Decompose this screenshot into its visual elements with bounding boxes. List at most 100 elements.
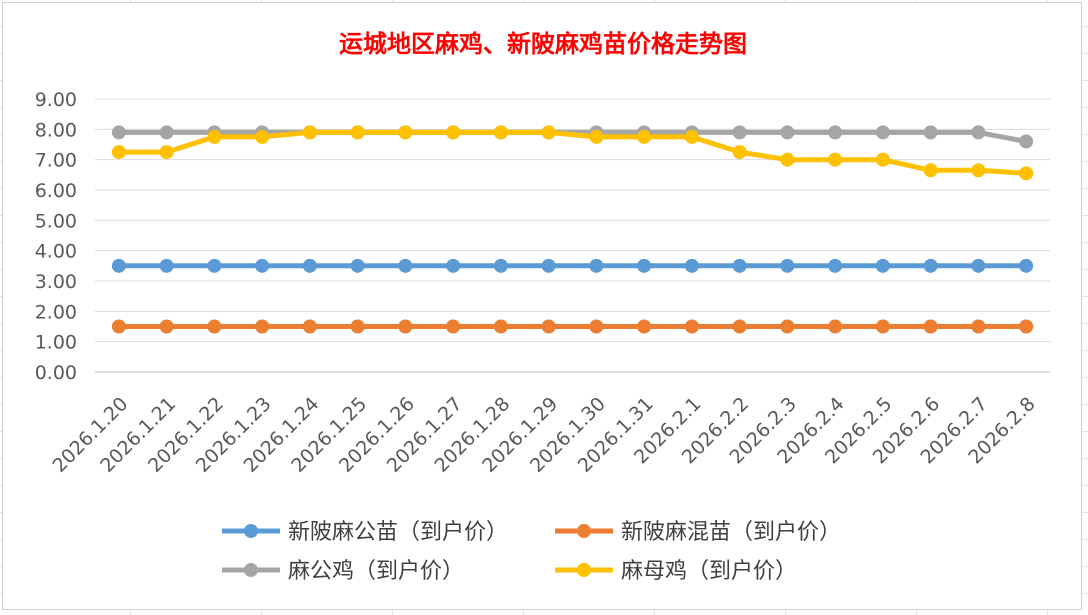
data-point — [302, 125, 317, 140]
data-point — [398, 125, 413, 140]
data-point — [923, 258, 938, 273]
data-point — [541, 125, 556, 140]
y-tick-label: 3.00 — [35, 271, 77, 293]
data-point — [923, 163, 938, 178]
legend-swatch-marker — [577, 524, 591, 538]
data-point — [732, 258, 747, 273]
data-point — [684, 258, 699, 273]
data-point — [541, 319, 556, 334]
data-point — [923, 125, 938, 140]
data-point — [780, 125, 795, 140]
data-point — [302, 258, 317, 273]
legend-swatch-marker — [244, 524, 258, 538]
legend-label: 麻母鸡（到户价） — [621, 559, 797, 584]
data-point — [1019, 166, 1034, 181]
data-point — [875, 319, 890, 334]
data-point — [446, 258, 461, 273]
data-point — [1019, 319, 1034, 334]
legend[interactable]: 新陂麻公苗（到户价） 新陂麻混苗（到户价） 麻公鸡（到户价） 麻母鸡（到户价） — [222, 520, 841, 584]
y-tick-label: 7.00 — [35, 150, 77, 172]
data-point — [589, 129, 604, 144]
y-tick-label: 1.00 — [35, 332, 77, 354]
data-point — [350, 319, 365, 334]
data-point — [589, 258, 604, 273]
data-point — [159, 145, 174, 160]
data-point — [493, 319, 508, 334]
data-point — [398, 319, 413, 334]
y-tick-label: 5.00 — [35, 210, 77, 232]
data-point — [207, 129, 222, 144]
data-point — [828, 258, 843, 273]
data-point — [350, 125, 365, 140]
series-lines — [116, 129, 1029, 329]
data-point — [637, 258, 652, 273]
data-point — [875, 125, 890, 140]
data-point — [493, 258, 508, 273]
y-tick-label: 0.00 — [35, 362, 77, 384]
data-point — [255, 258, 270, 273]
data-point — [111, 258, 126, 273]
series-line — [116, 129, 1029, 176]
data-point — [493, 125, 508, 140]
legend-label: 新陂麻混苗（到户价） — [621, 520, 841, 545]
data-point — [732, 319, 747, 334]
data-point — [732, 145, 747, 160]
series-markers — [111, 125, 1034, 334]
chart-title: 运城地区麻鸡、新陂麻鸡苗价格走势图 — [339, 30, 747, 58]
y-tick-label: 2.00 — [35, 301, 77, 323]
data-point — [828, 319, 843, 334]
data-point — [111, 145, 126, 160]
data-point — [159, 319, 174, 334]
data-point — [1019, 134, 1034, 149]
gridlines — [95, 98, 1050, 373]
data-point — [732, 125, 747, 140]
y-axis-labels: 0.00 1.00 2.00 3.00 4.00 5.00 6.00 7.00 8.00 9.00 — [35, 89, 77, 384]
data-point — [541, 258, 556, 273]
data-point — [828, 152, 843, 167]
legend-swatch-marker — [244, 563, 258, 577]
data-point — [159, 125, 174, 140]
y-tick-label: 8.00 — [35, 119, 77, 141]
legend-entry[interactable]: 麻公鸡（到户价） — [222, 559, 464, 584]
data-point — [971, 319, 986, 334]
data-point — [828, 125, 843, 140]
data-point — [684, 129, 699, 144]
y-tick-label: 6.00 — [35, 180, 77, 202]
data-point — [446, 125, 461, 140]
data-point — [971, 125, 986, 140]
data-point — [637, 319, 652, 334]
data-point — [111, 319, 126, 334]
data-point — [923, 319, 938, 334]
legend-label: 新陂麻公苗（到户价） — [288, 520, 508, 545]
y-tick-label: 4.00 — [35, 241, 77, 263]
data-point — [350, 258, 365, 273]
data-point — [875, 258, 890, 273]
data-point — [255, 129, 270, 144]
data-point — [159, 258, 174, 273]
y-tick-label: 9.00 — [35, 89, 77, 111]
legend-entry[interactable]: 新陂麻公苗（到户价） — [222, 520, 508, 545]
x-axis-labels: 2026.1.202026.1.212026.1.222026.1.232026… — [48, 393, 1039, 477]
legend-label: 麻公鸡（到户价） — [288, 559, 464, 584]
data-point — [111, 125, 126, 140]
data-point — [780, 319, 795, 334]
data-point — [875, 152, 890, 167]
data-point — [780, 152, 795, 167]
data-point — [780, 258, 795, 273]
legend-entry[interactable]: 麻母鸡（到户价） — [555, 559, 797, 584]
data-point — [255, 319, 270, 334]
legend-swatch-marker — [577, 563, 591, 577]
data-point — [1019, 258, 1034, 273]
data-point — [446, 319, 461, 334]
data-point — [589, 319, 604, 334]
data-point — [637, 129, 652, 144]
data-point — [207, 258, 222, 273]
legend-entry[interactable]: 新陂麻混苗（到户价） — [555, 520, 841, 545]
data-point — [971, 258, 986, 273]
data-point — [207, 319, 222, 334]
data-point — [684, 319, 699, 334]
data-point — [302, 319, 317, 334]
data-point — [971, 163, 986, 178]
